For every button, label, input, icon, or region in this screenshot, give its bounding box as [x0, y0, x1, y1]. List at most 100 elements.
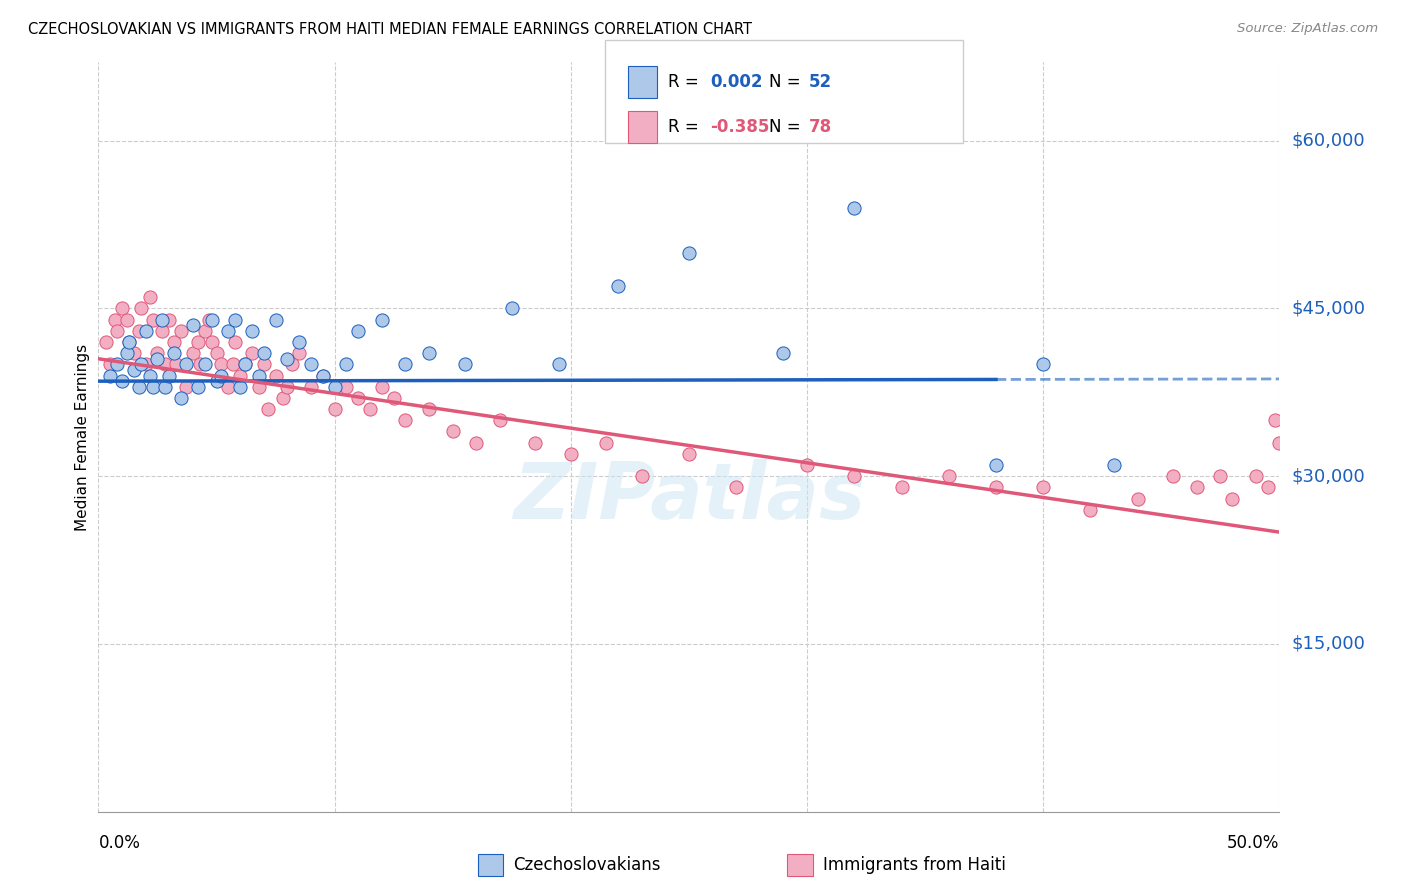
- Point: [1161, 469, 1184, 483]
- Point: [323, 380, 346, 394]
- Point: [181, 346, 204, 360]
- Point: [595, 435, 617, 450]
- Point: [163, 346, 186, 360]
- Point: [111, 301, 134, 316]
- Point: [146, 346, 169, 360]
- Point: [135, 358, 157, 372]
- Point: [115, 312, 138, 326]
- Point: [122, 346, 145, 360]
- Point: [1102, 458, 1125, 472]
- Text: Czechoslovakians: Czechoslovakians: [513, 856, 661, 874]
- Point: [146, 351, 169, 366]
- Text: 78: 78: [808, 118, 831, 136]
- Point: [938, 469, 960, 483]
- Point: [264, 312, 287, 326]
- Point: [128, 324, 150, 338]
- Point: [229, 368, 252, 383]
- Point: [984, 480, 1007, 494]
- Point: [276, 380, 298, 394]
- Point: [678, 447, 700, 461]
- Point: [347, 391, 370, 405]
- Point: [844, 469, 866, 483]
- Text: $15,000: $15,000: [1291, 635, 1365, 653]
- Point: [111, 374, 134, 388]
- Point: [371, 380, 394, 394]
- Text: $30,000: $30,000: [1291, 467, 1365, 485]
- Point: [1032, 480, 1054, 494]
- Point: [142, 380, 165, 394]
- Text: $45,000: $45,000: [1291, 300, 1365, 318]
- Text: CZECHOSLOVAKIAN VS IMMIGRANTS FROM HAITI MEDIAN FEMALE EARNINGS CORRELATION CHAR: CZECHOSLOVAKIAN VS IMMIGRANTS FROM HAITI…: [28, 22, 752, 37]
- Text: R =: R =: [668, 118, 704, 136]
- Point: [418, 346, 440, 360]
- Point: [222, 358, 245, 372]
- Point: [194, 358, 217, 372]
- Point: [796, 458, 818, 472]
- Point: [233, 358, 256, 372]
- Point: [264, 368, 287, 383]
- Text: $60,000: $60,000: [1291, 132, 1365, 150]
- Text: -0.385: -0.385: [710, 118, 769, 136]
- Point: [299, 358, 322, 372]
- Point: [118, 334, 141, 349]
- Text: 0.0%: 0.0%: [98, 834, 141, 852]
- Text: 52: 52: [808, 73, 831, 91]
- Point: [233, 358, 256, 372]
- Point: [187, 334, 209, 349]
- Point: [205, 346, 228, 360]
- Point: [198, 312, 221, 326]
- Point: [247, 368, 270, 383]
- Point: [122, 363, 145, 377]
- Point: [453, 358, 475, 372]
- Point: [224, 334, 246, 349]
- Point: [157, 312, 180, 326]
- Text: 50.0%: 50.0%: [1227, 834, 1279, 852]
- Point: [163, 334, 186, 349]
- Point: [276, 351, 298, 366]
- Point: [201, 312, 224, 326]
- Point: [1209, 469, 1232, 483]
- Point: [188, 358, 211, 372]
- Point: [312, 368, 335, 383]
- Text: Source: ZipAtlas.com: Source: ZipAtlas.com: [1237, 22, 1378, 36]
- Point: [229, 380, 252, 394]
- Text: R =: R =: [668, 73, 704, 91]
- Point: [524, 435, 547, 450]
- Point: [165, 358, 187, 372]
- Point: [1257, 480, 1279, 494]
- Point: [115, 346, 138, 360]
- Point: [194, 324, 217, 338]
- Point: [548, 358, 571, 372]
- Point: [240, 346, 263, 360]
- Point: [153, 358, 176, 372]
- Point: [98, 358, 121, 372]
- Point: [217, 380, 239, 394]
- Point: [394, 358, 416, 372]
- Point: [607, 279, 630, 293]
- Point: [394, 413, 416, 427]
- Point: [441, 425, 464, 439]
- Point: [335, 358, 357, 372]
- Point: [630, 469, 652, 483]
- Point: [170, 391, 193, 405]
- Text: ZIPatlas: ZIPatlas: [513, 459, 865, 535]
- Y-axis label: Median Female Earnings: Median Female Earnings: [75, 343, 90, 531]
- Point: [104, 312, 127, 326]
- Text: N =: N =: [769, 73, 806, 91]
- Point: [201, 334, 224, 349]
- Point: [371, 312, 394, 326]
- Point: [118, 334, 141, 349]
- Point: [150, 324, 173, 338]
- Point: [174, 380, 197, 394]
- Point: [187, 380, 209, 394]
- Point: [382, 391, 405, 405]
- Point: [1126, 491, 1149, 506]
- Point: [844, 201, 866, 215]
- Point: [247, 380, 270, 394]
- Point: [170, 324, 193, 338]
- Point: [1080, 502, 1102, 516]
- Point: [157, 368, 180, 383]
- Point: [312, 368, 335, 383]
- Point: [224, 312, 246, 326]
- Point: [678, 245, 700, 260]
